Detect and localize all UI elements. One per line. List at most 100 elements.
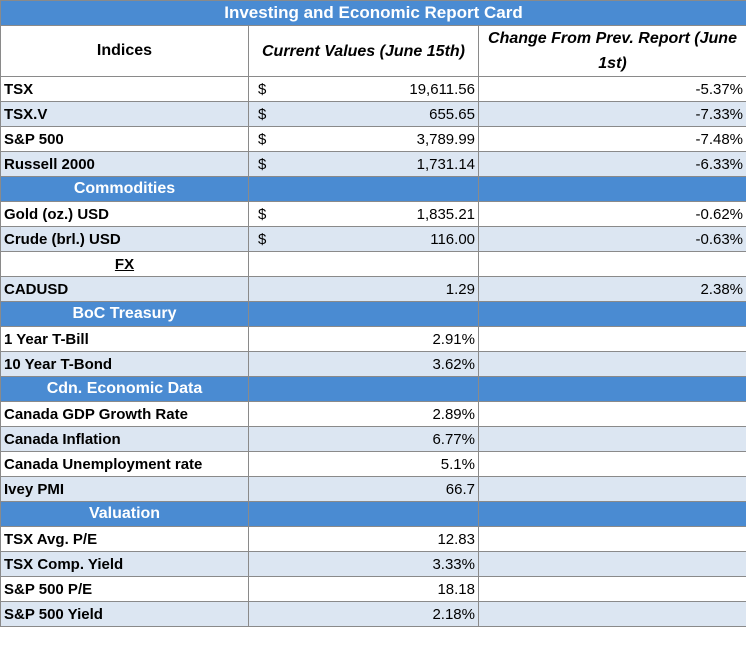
header-indices: Indices (0, 25, 249, 77)
currency-symbol: $ (258, 130, 267, 148)
current-value: 18.18 (437, 580, 475, 598)
report-table: Investing and Economic Report Card Indic… (0, 0, 746, 627)
change-value (477, 601, 746, 627)
current-value: 3.62% (432, 355, 475, 373)
table-row: 10 Year T-Bond 3.62% (0, 351, 746, 377)
row-label: Canada Inflation (0, 426, 249, 452)
current-value: 66.7 (445, 480, 475, 498)
section-cell (248, 501, 479, 527)
table-row: CADUSD 1.29 2.38% (0, 276, 746, 302)
change-value: -6.33% (477, 151, 746, 177)
row-label: Gold (oz.) USD (0, 201, 249, 227)
table-row: Canada Inflation 6.77% (0, 426, 746, 452)
fx-subheader-row: FX (0, 251, 746, 277)
table-row: 1 Year T-Bill 2.91% (0, 326, 746, 352)
current-value: 19,611.56 (409, 80, 475, 98)
change-value (477, 576, 746, 602)
section-row: Cdn. Economic Data (0, 376, 746, 402)
row-label: TSX Avg. P/E (0, 526, 249, 552)
row-label: TSX Comp. Yield (0, 551, 249, 577)
table-row: TSX Avg. P/E 12.83 (0, 526, 746, 552)
table-row: Crude (brl.) USD $116.00 -0.63% (0, 226, 746, 252)
currency-symbol: $ (258, 155, 267, 173)
current-value-cell: 1.29 (248, 276, 479, 302)
row-label: S&P 500 (0, 126, 249, 152)
current-value-cell: 18.18 (248, 576, 479, 602)
row-label: TSX (0, 76, 249, 102)
row-label: CADUSD (0, 276, 249, 302)
current-value-cell: 2.18% (248, 601, 479, 627)
current-value-cell: $655.65 (248, 101, 479, 127)
current-value-cell: $116.00 (248, 226, 479, 252)
currency-symbol: $ (258, 105, 267, 123)
table-row: S&P 500 $3,789.99 -7.48% (0, 126, 746, 152)
header-row: Indices Current Values (June 15th) Chang… (0, 25, 746, 77)
change-value: 2.38% (477, 276, 746, 302)
row-label: TSX.V (0, 101, 249, 127)
current-value-cell: 3.62% (248, 351, 479, 377)
row-label: 1 Year T-Bill (0, 326, 249, 352)
header-current-values: Current Values (June 15th) (248, 25, 479, 77)
change-value (477, 351, 746, 377)
table-row: Canada Unemployment rate 5.1% (0, 451, 746, 477)
current-value-cell: $19,611.56 (248, 76, 479, 102)
table-row: Russell 2000 $1,731.14 -6.33% (0, 151, 746, 177)
current-value-cell (248, 251, 479, 277)
table-row: Canada GDP Growth Rate 2.89% (0, 401, 746, 427)
change-value: -7.33% (477, 101, 746, 127)
currency-symbol: $ (258, 230, 267, 248)
current-value: 116.00 (430, 230, 475, 248)
change-value (477, 551, 746, 577)
current-value-cell: $1,731.14 (248, 151, 479, 177)
section-cell (477, 301, 746, 327)
section-cell (477, 376, 746, 402)
current-value-cell: $3,789.99 (248, 126, 479, 152)
change-value (477, 451, 746, 477)
current-value: 1.29 (445, 280, 475, 298)
current-value-cell: $1,835.21 (248, 201, 479, 227)
table-row: TSX.V $655.65 -7.33% (0, 101, 746, 127)
report-title: Investing and Economic Report Card (0, 0, 746, 26)
section-cell (248, 376, 479, 402)
section-label: Valuation (0, 501, 249, 527)
current-value: 2.91% (432, 330, 475, 348)
current-value: 12.83 (437, 530, 475, 548)
change-value (477, 251, 746, 277)
current-value: 6.77% (432, 430, 475, 448)
change-value: -7.48% (477, 126, 746, 152)
current-value: 3.33% (432, 555, 475, 573)
change-value (477, 426, 746, 452)
change-value (477, 526, 746, 552)
current-value-cell: 12.83 (248, 526, 479, 552)
current-value: 655.65 (429, 105, 475, 123)
table-row: S&P 500 Yield 2.18% (0, 601, 746, 627)
row-label: S&P 500 Yield (0, 601, 249, 627)
section-label: BoC Treasury (0, 301, 249, 327)
row-label: Canada GDP Growth Rate (0, 401, 249, 427)
row-label: 10 Year T-Bond (0, 351, 249, 377)
row-label: Ivey PMI (0, 476, 249, 502)
table-row: Gold (oz.) USD $1,835.21 -0.62% (0, 201, 746, 227)
row-label: S&P 500 P/E (0, 576, 249, 602)
current-value-cell: 6.77% (248, 426, 479, 452)
section-cell (248, 176, 479, 202)
current-value: 1,835.21 (416, 205, 475, 223)
current-value: 2.18% (432, 605, 475, 623)
current-value-cell: 66.7 (248, 476, 479, 502)
current-value-cell: 2.91% (248, 326, 479, 352)
current-value-cell: 3.33% (248, 551, 479, 577)
change-value: -0.62% (477, 201, 746, 227)
currency-symbol: $ (258, 205, 267, 223)
header-change: Change From Prev. Report (June 1st) (477, 25, 746, 77)
section-row: BoC Treasury (0, 301, 746, 327)
currency-symbol: $ (258, 80, 267, 98)
change-value (477, 326, 746, 352)
row-label: Russell 2000 (0, 151, 249, 177)
title-row: Investing and Economic Report Card (0, 0, 746, 26)
section-label: Commodities (0, 176, 249, 202)
section-label: Cdn. Economic Data (0, 376, 249, 402)
row-label: FX (0, 251, 249, 277)
current-value: 5.1% (440, 455, 475, 473)
row-label: Crude (brl.) USD (0, 226, 249, 252)
